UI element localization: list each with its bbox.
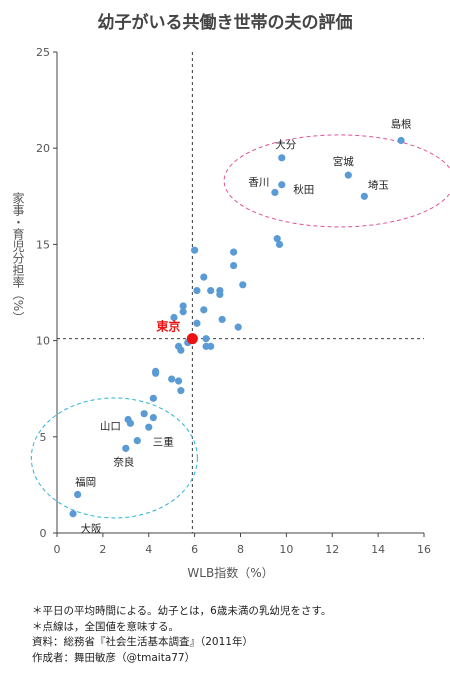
note-line-2: ＊点線は，全国値を意味する。 bbox=[32, 620, 179, 633]
data-point-香川 bbox=[271, 188, 279, 197]
data-point bbox=[234, 323, 242, 331]
data-point-島根 bbox=[397, 136, 405, 145]
data-point-三重 bbox=[133, 437, 141, 445]
data-point bbox=[200, 273, 208, 281]
data-point bbox=[191, 246, 199, 254]
note-line-4: 作成者：舞田敏彦（@tmaita77） bbox=[32, 651, 196, 664]
data-point-埼玉 bbox=[360, 192, 368, 200]
y-tick-label: 5 bbox=[40, 431, 47, 444]
data-point-福岡 bbox=[74, 490, 82, 499]
data-point bbox=[230, 261, 238, 270]
data-point bbox=[145, 423, 153, 431]
data-label-秋田: 秋田 bbox=[293, 183, 314, 196]
x-tick-label: 4 bbox=[145, 543, 152, 556]
data-point-山口 bbox=[126, 419, 134, 427]
low-group-ellipse bbox=[30, 397, 198, 519]
note-line-1: ＊平日の平均時間による。幼子とは，6歳未満の乳幼児をさす。 bbox=[32, 605, 332, 617]
data-point bbox=[200, 306, 208, 314]
data-point-宮城 bbox=[344, 171, 352, 179]
chart-title: 幼子がいる共働き世帯の夫の評価 bbox=[97, 13, 353, 33]
data-label-山口: 山口 bbox=[100, 420, 121, 432]
data-point bbox=[177, 387, 185, 395]
x-tick-label: 2 bbox=[99, 543, 106, 556]
data-point-奈良 bbox=[122, 444, 130, 452]
data-point bbox=[239, 281, 247, 289]
data-point-秋田 bbox=[278, 181, 286, 189]
data-label-香川: 香川 bbox=[248, 176, 269, 188]
data-point bbox=[179, 308, 187, 316]
data-point bbox=[179, 302, 187, 310]
y-tick-label: 15 bbox=[36, 238, 50, 251]
y-tick-label: 10 bbox=[36, 335, 50, 348]
data-point bbox=[174, 377, 183, 385]
data-point bbox=[275, 240, 284, 248]
x-tick-label: 14 bbox=[371, 543, 385, 556]
data-point bbox=[149, 394, 157, 402]
data-label-大分: 大分 bbox=[275, 138, 296, 151]
highlight-label: 東京 bbox=[156, 319, 180, 334]
data-point-大分 bbox=[278, 154, 286, 162]
y-tick-label: 25 bbox=[36, 46, 50, 59]
x-axis-title: WLB指数（%） bbox=[187, 565, 273, 580]
data-point-大阪 bbox=[69, 510, 77, 518]
highlight-point bbox=[186, 333, 198, 345]
y-tick-label: 20 bbox=[36, 142, 50, 155]
data-point bbox=[177, 346, 185, 354]
data-point bbox=[149, 413, 157, 422]
data-label-埼玉: 埼玉 bbox=[368, 178, 389, 191]
y-axis-title: 家事・育児分担率（%） bbox=[11, 190, 25, 323]
notes: ＊平日の平均時間による。幼子とは，6歳未満の乳幼児をさす。 ＊点線は，全国値を意… bbox=[32, 604, 331, 666]
data-point bbox=[216, 290, 224, 299]
data-label-三重: 三重 bbox=[153, 436, 174, 449]
data-point bbox=[170, 313, 178, 322]
data-point bbox=[207, 342, 215, 350]
data-label-宮城: 宮城 bbox=[333, 155, 354, 168]
data-label-奈良: 奈良 bbox=[113, 455, 134, 468]
scatter-chart: 0 2 4 6 8 10 12 14 16 0 5 10 15 20 25 WLB指数（%） 家事・育児分担率（… bbox=[11, 46, 450, 580]
x-tick-label: 0 bbox=[54, 543, 61, 556]
data-label-大阪: 大阪 bbox=[81, 522, 102, 535]
data-point bbox=[193, 286, 201, 295]
data-point bbox=[202, 335, 210, 343]
x-tick-label: 10 bbox=[279, 543, 293, 556]
data-point bbox=[140, 410, 148, 418]
x-tick-label: 16 bbox=[417, 543, 431, 556]
note-line-3: 資料：総務省『社会生活基本調査』（2011年） bbox=[32, 636, 253, 648]
x-tick-label: 12 bbox=[325, 543, 339, 556]
data-label-島根: 島根 bbox=[391, 118, 412, 131]
data-point bbox=[230, 248, 238, 256]
data-label-福岡: 福岡 bbox=[75, 476, 96, 489]
x-tick-label: 6 bbox=[191, 543, 198, 556]
data-point bbox=[218, 315, 226, 324]
data-point bbox=[273, 235, 281, 243]
y-tick-label: 0 bbox=[40, 527, 47, 540]
x-tick-label: 8 bbox=[237, 543, 244, 556]
data-point bbox=[168, 375, 176, 383]
data-point bbox=[152, 369, 160, 377]
data-point bbox=[207, 286, 215, 295]
data-point bbox=[193, 319, 201, 327]
